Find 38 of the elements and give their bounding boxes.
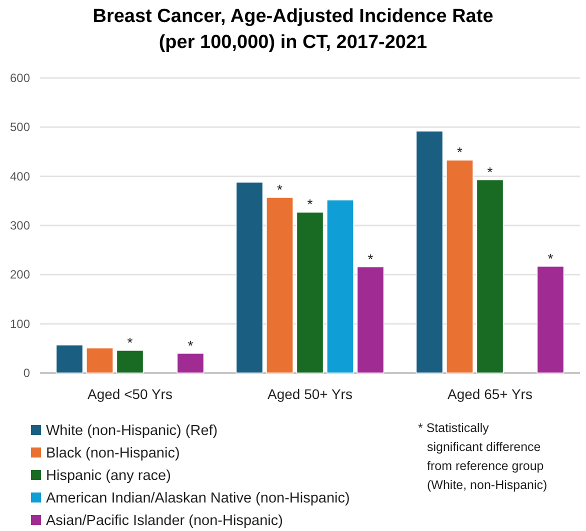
- legend-label: Black (non-Hispanic): [46, 446, 180, 462]
- y-tick-label: 400: [10, 169, 30, 184]
- data-label: *: [457, 144, 464, 160]
- legend-label: White (non-Hispanic) (Ref): [46, 423, 218, 439]
- data-label: *: [188, 337, 194, 354]
- bar: [56, 344, 84, 374]
- x-tick-label: Aged 50+ Yrs: [268, 386, 352, 402]
- bar: [86, 348, 114, 374]
- y-tick-label: 500: [10, 120, 30, 134]
- y-tick-label: 200: [10, 268, 30, 282]
- bar: [476, 179, 504, 374]
- data-label: *: [368, 250, 374, 267]
- data-label: *: [487, 164, 494, 180]
- bar: [176, 352, 204, 374]
- data-label: *: [548, 250, 554, 266]
- y-tick-label: 0: [23, 366, 30, 380]
- data-label: *: [127, 334, 134, 350]
- data-label: *: [277, 181, 284, 198]
- legend-label: Asian/Pacific Islander (non-Hispanic): [46, 513, 283, 529]
- bar: [356, 266, 384, 374]
- x-tick-label: Aged <50 Yrs: [88, 386, 172, 402]
- y-tick-label: 600: [10, 71, 30, 85]
- x-tick-label: Aged 65+ Yrs: [448, 386, 532, 402]
- bar: [446, 160, 474, 374]
- bar: [296, 212, 324, 374]
- data-label: *: [307, 196, 314, 212]
- text: * Statistically significant difference from reference group (White, non-Hispanic): [418, 421, 548, 492]
- bar: [416, 130, 444, 374]
- bar: [266, 197, 294, 374]
- legend-label: American Indian/Alaskan Native (non-Hispanic): [46, 490, 350, 506]
- bar: [236, 182, 264, 374]
- legend-label: Hispanic (any race): [46, 468, 171, 484]
- y-tick-label: 300: [10, 218, 30, 232]
- bar: [326, 200, 354, 374]
- bar: [536, 266, 564, 374]
- bar: [116, 350, 144, 374]
- chart-title: Breast Cancer, Age-Adjusted Incidence Rate (per 100,000) in CT, 2017-2021: [92, 6, 494, 53]
- y-tick-label: 100: [10, 316, 30, 331]
